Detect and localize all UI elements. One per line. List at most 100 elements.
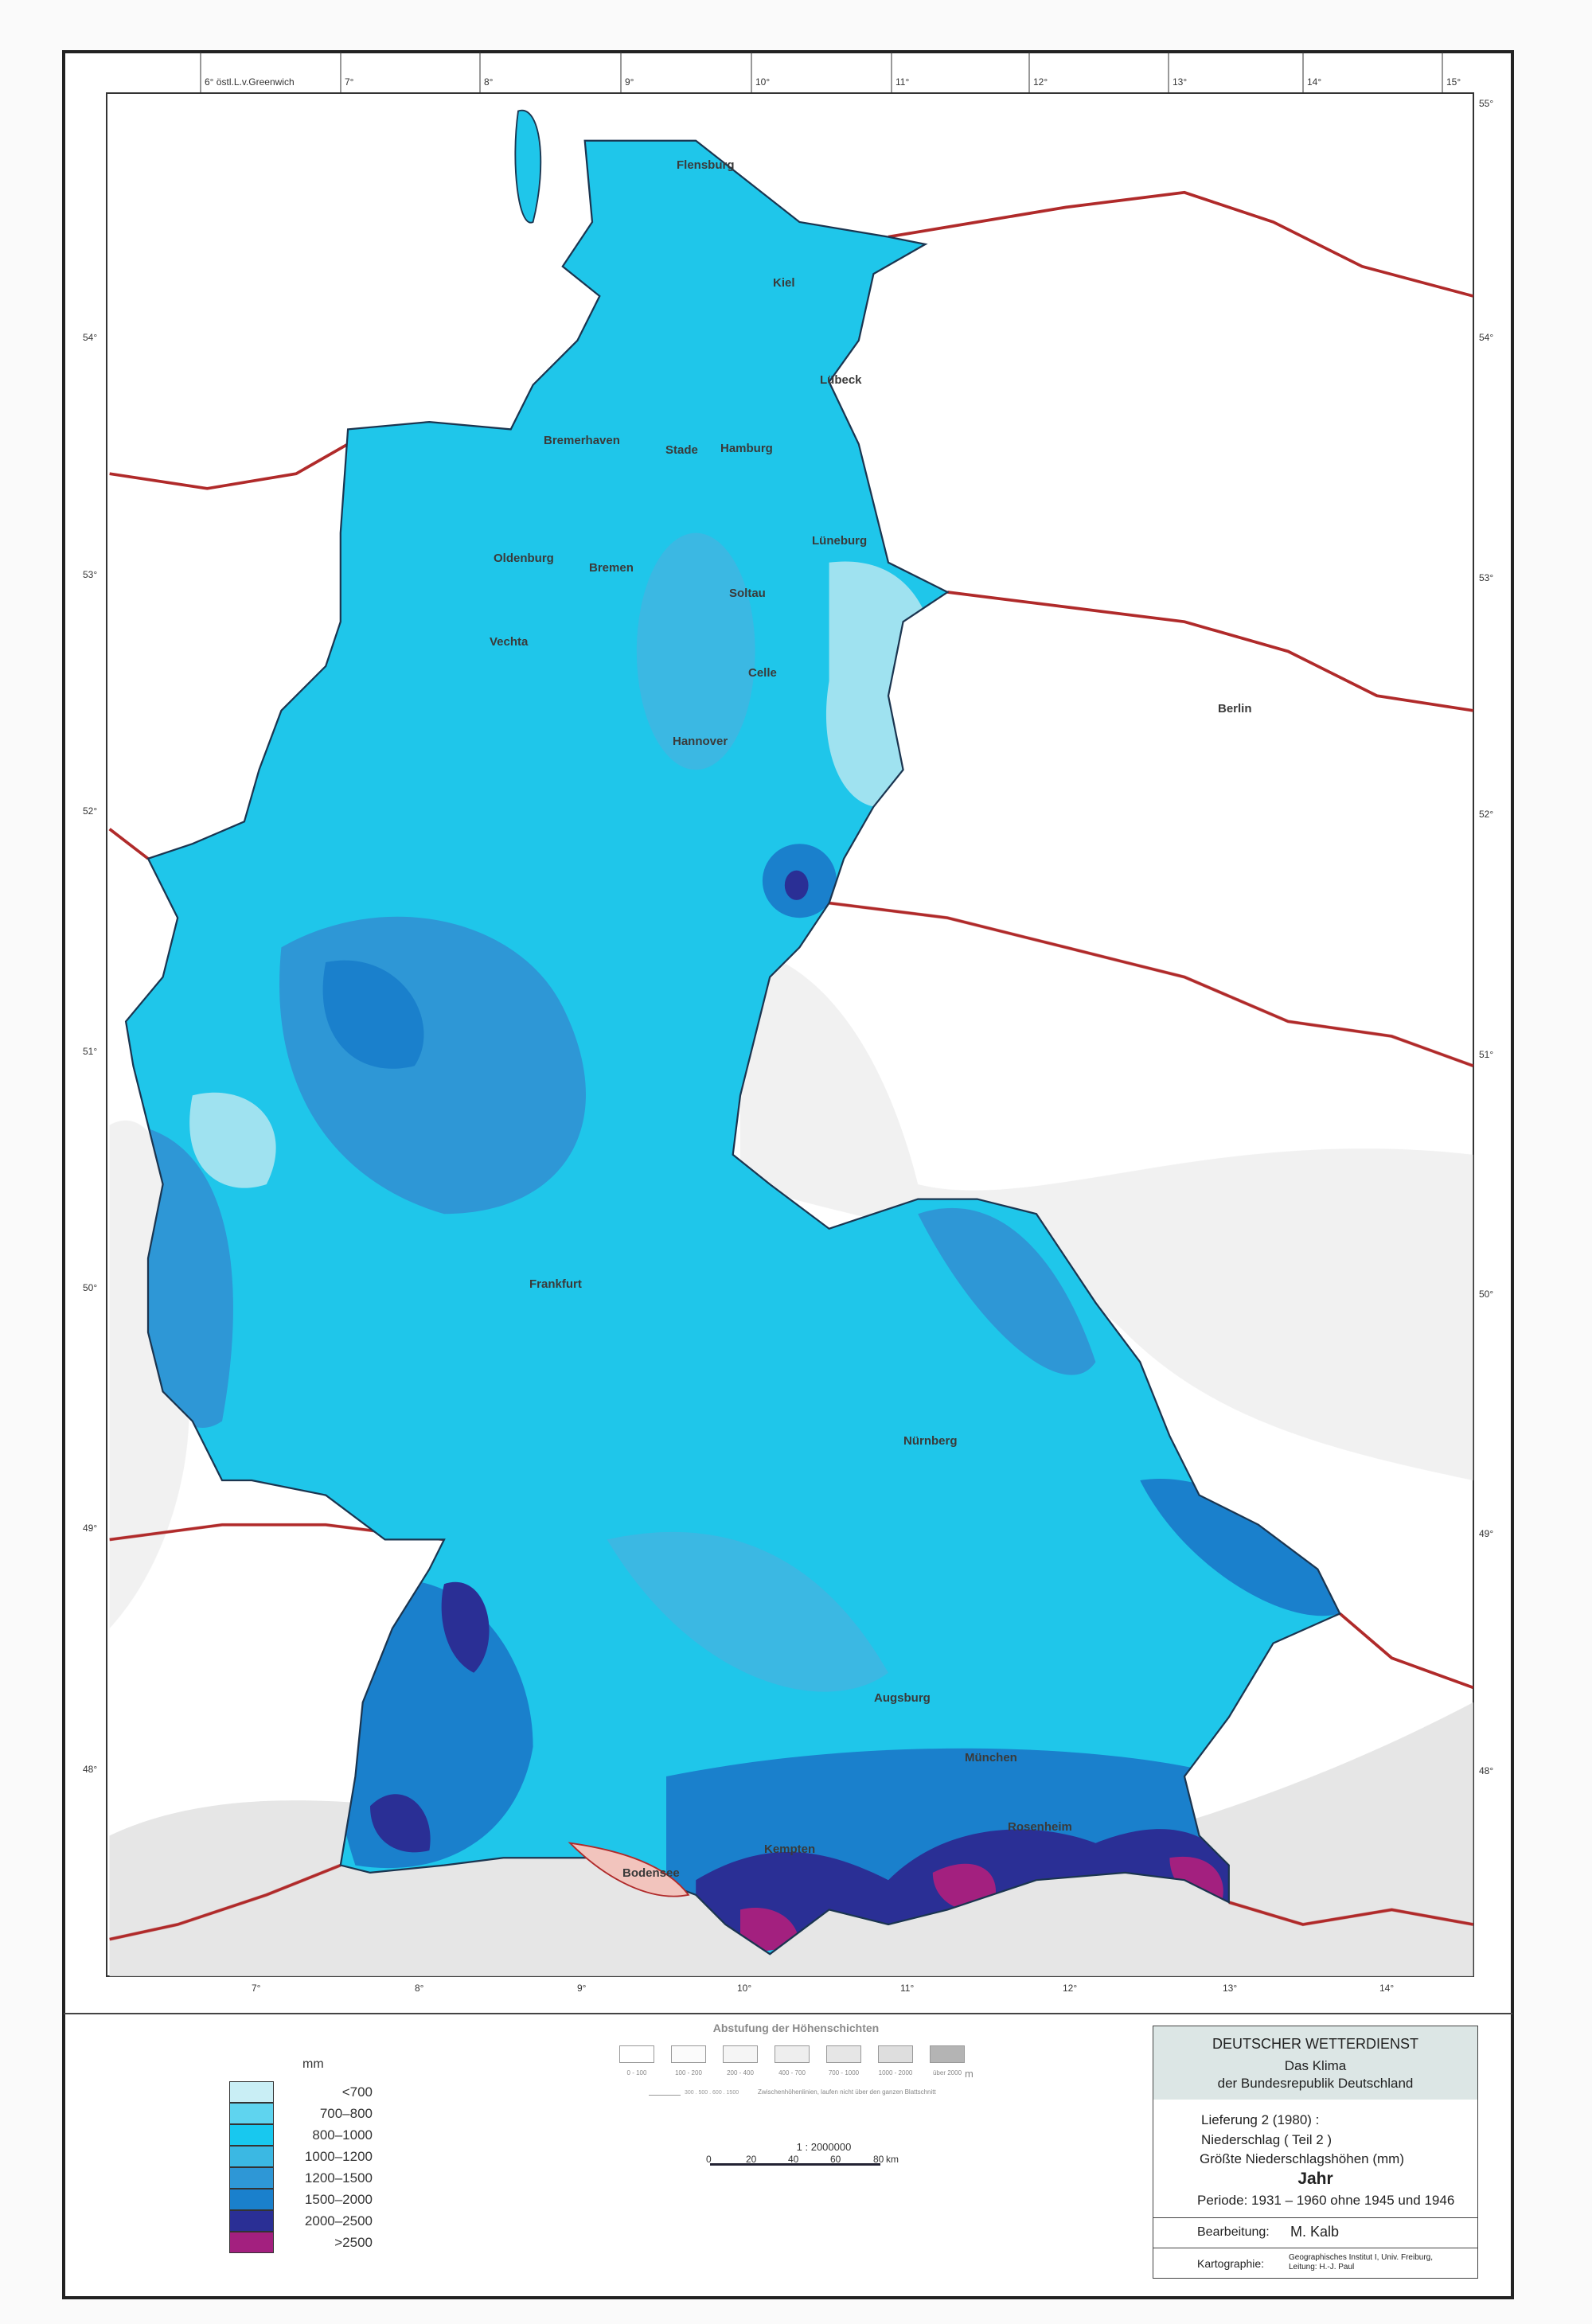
title-divider — [1153, 2217, 1477, 2218]
legend-label: 2000–2500 — [304, 2213, 373, 2228]
lat-label-right: 49° — [1479, 1528, 1493, 1539]
lat-label-left: 53° — [83, 569, 97, 580]
lon-label: 8° — [484, 76, 494, 88]
legend-label: 1200–1500 — [304, 2170, 373, 2186]
lon-label-bottom: 12° — [1063, 1983, 1077, 1994]
class-2000-schwarzwald-s — [370, 1794, 431, 1853]
class-bayerwald — [1140, 1479, 1340, 1616]
legend-swatch — [229, 2167, 274, 2189]
lat-label-right: 48° — [1479, 1765, 1493, 1776]
legend-swatch — [229, 2081, 274, 2103]
city-label: Rosenheim — [1008, 1820, 1072, 1834]
city-label: Stade — [665, 443, 698, 457]
class-frankenwald — [918, 1207, 1096, 1375]
legend-label: <700 — [341, 2084, 373, 2100]
legend-item: 700–800 — [229, 2103, 388, 2124]
relief-label: 0 - 100 — [626, 2069, 647, 2076]
relief-label: 200 - 400 — [727, 2069, 754, 2076]
legend-item: 1200–1500 — [229, 2167, 388, 2189]
city-label: Celle — [748, 666, 777, 680]
lat-label-right: 50° — [1479, 1289, 1493, 1300]
city-label: Flensburg — [677, 158, 735, 172]
lon-label-bottom: 14° — [1379, 1983, 1394, 1994]
lat-label-right: 54° — [1479, 332, 1493, 343]
scale-tick: 80 — [873, 2154, 884, 2165]
author-label: Bearbeitung: — [1197, 2225, 1270, 2239]
season: Jahr — [1297, 2170, 1333, 2188]
legend-swatch — [229, 2210, 274, 2232]
lon-label-bottom: 13° — [1223, 1983, 1237, 1994]
legend-label: >2500 — [334, 2235, 373, 2250]
carto-line2: Leitung: H.-J. Paul — [1289, 2263, 1355, 2271]
city-labels: Flensburg Kiel Lübeck Hamburg Stade Brem… — [490, 158, 1252, 1880]
relief-label: über 2000 — [932, 2069, 962, 2076]
city-label: Kiel — [773, 276, 795, 290]
class-1000-1200-heide — [636, 532, 755, 770]
relief-legend-title: Abstufung der Höhenschichten — [712, 2022, 880, 2034]
contour-line-sample — [649, 2095, 681, 2096]
lon-label: 13° — [1173, 76, 1187, 88]
scale-unit: km — [886, 2154, 899, 2165]
class-1000-1200-alb — [607, 1531, 888, 1692]
lon-label: 11° — [896, 76, 909, 88]
legend-label: 1000–1200 — [304, 2149, 373, 2164]
legend-unit: mm — [302, 2057, 324, 2071]
lat-label-right: 55° — [1479, 98, 1493, 109]
legend-item: 1000–1200 — [229, 2146, 388, 2167]
legend-item: 2000–2500 — [229, 2210, 388, 2232]
relief-swatch — [671, 2045, 706, 2063]
lon-label-bottom: 11° — [900, 1983, 914, 1994]
lon-label: 6° östl.L.v.Greenwich — [205, 76, 295, 88]
relief-swatch — [878, 2045, 913, 2063]
class-gt2500-berchtesgaden — [1169, 1856, 1223, 1903]
scale-tick: 0 — [706, 2154, 712, 2165]
graticule-top — [200, 52, 1443, 93]
scale-bar — [710, 2163, 880, 2166]
contour-note: Zwischenhöhenlinien, laufen nicht über d… — [758, 2088, 936, 2096]
legend-swatch — [229, 2124, 274, 2146]
series-subtitle: der Bundesrepublik Deutschland — [1217, 2076, 1414, 2091]
city-label: Hamburg — [720, 442, 773, 455]
city-label: Augsburg — [874, 1691, 931, 1705]
germany-outline — [124, 139, 1341, 1956]
lat-label-left: 48° — [83, 1764, 97, 1775]
city-label: Berlin — [1218, 702, 1252, 716]
author: M. Kalb — [1290, 2224, 1340, 2240]
legend-swatch — [229, 2232, 274, 2253]
scale-tick: 60 — [830, 2154, 841, 2165]
island-sylt — [514, 109, 542, 224]
relief-swatch — [619, 2045, 654, 2063]
city-label: Oldenburg — [494, 552, 554, 565]
lat-label-left: 49° — [83, 1523, 97, 1534]
legend-item: 1500–2000 — [229, 2189, 388, 2210]
relief-unit: m — [965, 2068, 974, 2080]
relief-label: 400 - 700 — [778, 2069, 806, 2076]
lon-label: 15° — [1446, 76, 1461, 88]
lat-label-right: 52° — [1479, 809, 1493, 820]
city-label: Kempten — [764, 1842, 815, 1856]
class-1500-2000-sauerland — [322, 960, 424, 1069]
lon-label: 7° — [345, 76, 354, 88]
delivery: Lieferung 2 (1980) : — [1201, 2112, 1320, 2127]
lat-label-left: 51° — [83, 1046, 97, 1057]
lon-label-bottom: 8° — [415, 1983, 424, 1994]
legend-label: 1500–2000 — [304, 2192, 373, 2207]
relief-swatch — [930, 2045, 965, 2063]
topic: Niederschlag ( Teil 2 ) — [1201, 2132, 1333, 2147]
carto-label: Kartographie: — [1197, 2257, 1265, 2270]
lat-label-left: 50° — [83, 1282, 97, 1293]
title-block-header — [1153, 2026, 1477, 2100]
class-brocken — [784, 870, 809, 900]
relief-swatch — [826, 2045, 861, 2063]
period: Periode: 1931 – 1960 ohne 1945 und 1946 — [1197, 2193, 1455, 2208]
city-label: Bremen — [589, 561, 634, 575]
lon-label: 9° — [625, 76, 634, 88]
city-label: München — [965, 1751, 1017, 1764]
legend-swatch — [229, 2146, 274, 2167]
relief-label: 100 - 200 — [675, 2069, 702, 2076]
legend-item: 800–1000 — [229, 2124, 388, 2146]
scale-tick: 40 — [788, 2154, 799, 2165]
lat-label-right: 51° — [1479, 1049, 1493, 1060]
scale-ratio: 1 : 2000000 — [796, 2141, 852, 2153]
